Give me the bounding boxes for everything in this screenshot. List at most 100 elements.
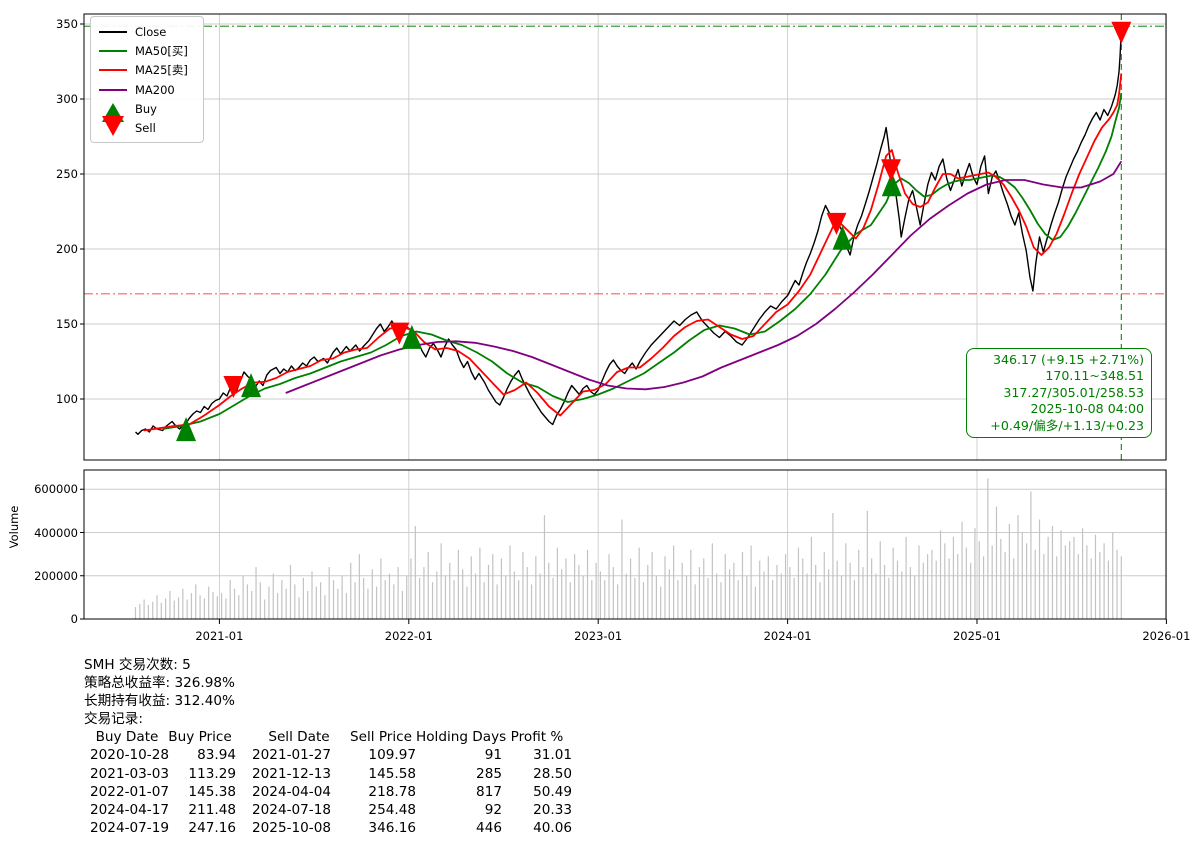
- table-cell: 109.97: [368, 747, 416, 764]
- column-header: Profit %: [510, 729, 564, 746]
- volume-bar: [401, 590, 404, 619]
- volume-bar: [289, 564, 292, 619]
- volume-bar: [259, 582, 261, 619]
- annotation-datetime: 2025-10-08 04:00: [1030, 401, 1145, 417]
- table-cell: 2024-04-04: [252, 783, 332, 800]
- volume-bar: [978, 541, 980, 619]
- volume-bar: [690, 549, 692, 619]
- table-cell: 2020-10-28: [90, 747, 170, 764]
- ma50-line-swatch: [98, 49, 128, 52]
- x-tick-label: 2025-01: [952, 629, 1002, 643]
- volume-bar: [617, 584, 619, 619]
- volume-bar: [345, 593, 348, 619]
- volume-bar: [759, 560, 761, 619]
- volume-bar: [638, 547, 640, 619]
- volume-bar: [647, 564, 649, 619]
- volume-bar: [513, 571, 515, 619]
- volume-bar: [328, 567, 330, 619]
- volume-bar: [595, 562, 597, 619]
- table-cell: 113.29: [188, 765, 236, 782]
- volume-y-tick-label: 400000: [34, 525, 78, 540]
- table-cell: 2024-07-19: [90, 819, 170, 836]
- volume-bar: [500, 558, 503, 619]
- volume-bar: [1021, 532, 1023, 619]
- volume-bar: [746, 575, 748, 619]
- volume-bar: [634, 577, 636, 619]
- volume-bar: [225, 598, 227, 619]
- volume-bar: [668, 569, 670, 619]
- volume-bar: [216, 596, 218, 619]
- volume-bar: [285, 588, 287, 619]
- volume-bar: [522, 551, 524, 619]
- volume-bar: [728, 569, 731, 619]
- price-y-tick-label: 200: [56, 242, 78, 256]
- x-tick-label: 2023-01: [574, 629, 623, 643]
- volume-bar: [203, 598, 205, 619]
- volume-bar: [358, 554, 360, 619]
- volume-bar: [793, 577, 795, 619]
- volume-bar: [767, 556, 769, 619]
- volume-bar: [1064, 545, 1066, 619]
- table-cell: 285: [476, 765, 502, 782]
- volume-bar: [586, 549, 589, 619]
- table-cell: 247.16: [188, 819, 236, 836]
- sell-marker: [223, 376, 244, 399]
- volume-bar: [1077, 554, 1079, 619]
- volume-bar: [685, 575, 688, 619]
- trade-records-table: Buy Date Buy Price Sell Date Sell Price Hold…: [84, 728, 572, 837]
- annotation-price-change: 346.17 (+9.15 +2.71%): [992, 352, 1144, 367]
- table-cell: 20.33: [533, 801, 572, 818]
- volume-bar: [974, 528, 976, 619]
- volume-bar: [350, 562, 352, 619]
- volume-bar: [991, 545, 993, 619]
- volume-bar: [797, 547, 800, 619]
- volume-bar: [324, 595, 326, 619]
- volume-bar: [1099, 551, 1101, 619]
- column-header: Buy Price: [168, 729, 232, 746]
- volume-bar: [1060, 530, 1062, 619]
- volume-bar: [896, 560, 899, 619]
- volume-bar: [694, 584, 696, 619]
- volume-bar: [660, 586, 662, 619]
- volume-bar: [173, 600, 175, 619]
- volume-bar: [862, 567, 864, 619]
- volume-bar: [948, 558, 950, 619]
- volume-bar: [875, 573, 877, 619]
- table-cell: 40.06: [533, 819, 572, 836]
- volume-bar: [815, 564, 817, 619]
- table-cell: 2024-04-17: [90, 801, 170, 818]
- x-tick-label: 2022-01: [384, 629, 433, 643]
- volume-bar: [733, 562, 735, 619]
- volume-bar: [307, 590, 309, 619]
- column-header: Sell Date: [268, 729, 330, 746]
- volume-bar: [139, 603, 141, 619]
- legend-item-ma200: MA200: [98, 80, 196, 99]
- volume-bar: [716, 573, 718, 619]
- ma200-line-swatch: [98, 88, 128, 91]
- close-line-swatch: [98, 30, 128, 33]
- table-cell: 2021-01-27: [252, 747, 332, 764]
- volume-bar: [518, 580, 520, 619]
- buy-marker: [401, 324, 422, 349]
- volume-bar: [561, 569, 563, 619]
- volume-bar: [496, 584, 498, 619]
- volume-bar: [961, 521, 963, 619]
- volume-bar: [470, 556, 472, 619]
- volume-bar: [147, 604, 150, 619]
- table-cell: 211.48: [188, 801, 236, 818]
- sell-triangle-icon: [98, 116, 128, 137]
- volume-bar: [483, 582, 485, 619]
- annotation-range: 170.11~348.51: [1045, 368, 1144, 384]
- volume-bar: [1008, 523, 1010, 619]
- volume-bar: [268, 586, 270, 619]
- volume-bar: [1073, 536, 1075, 619]
- volume-bar: [134, 607, 137, 619]
- volume-bar: [1013, 558, 1015, 619]
- volume-bar: [582, 575, 584, 619]
- volume-bar: [1112, 532, 1114, 619]
- price-y-tick-label: 150: [56, 317, 78, 331]
- volume-bar: [492, 554, 494, 619]
- volume-bar: [784, 554, 787, 619]
- volume-bar: [1034, 549, 1036, 619]
